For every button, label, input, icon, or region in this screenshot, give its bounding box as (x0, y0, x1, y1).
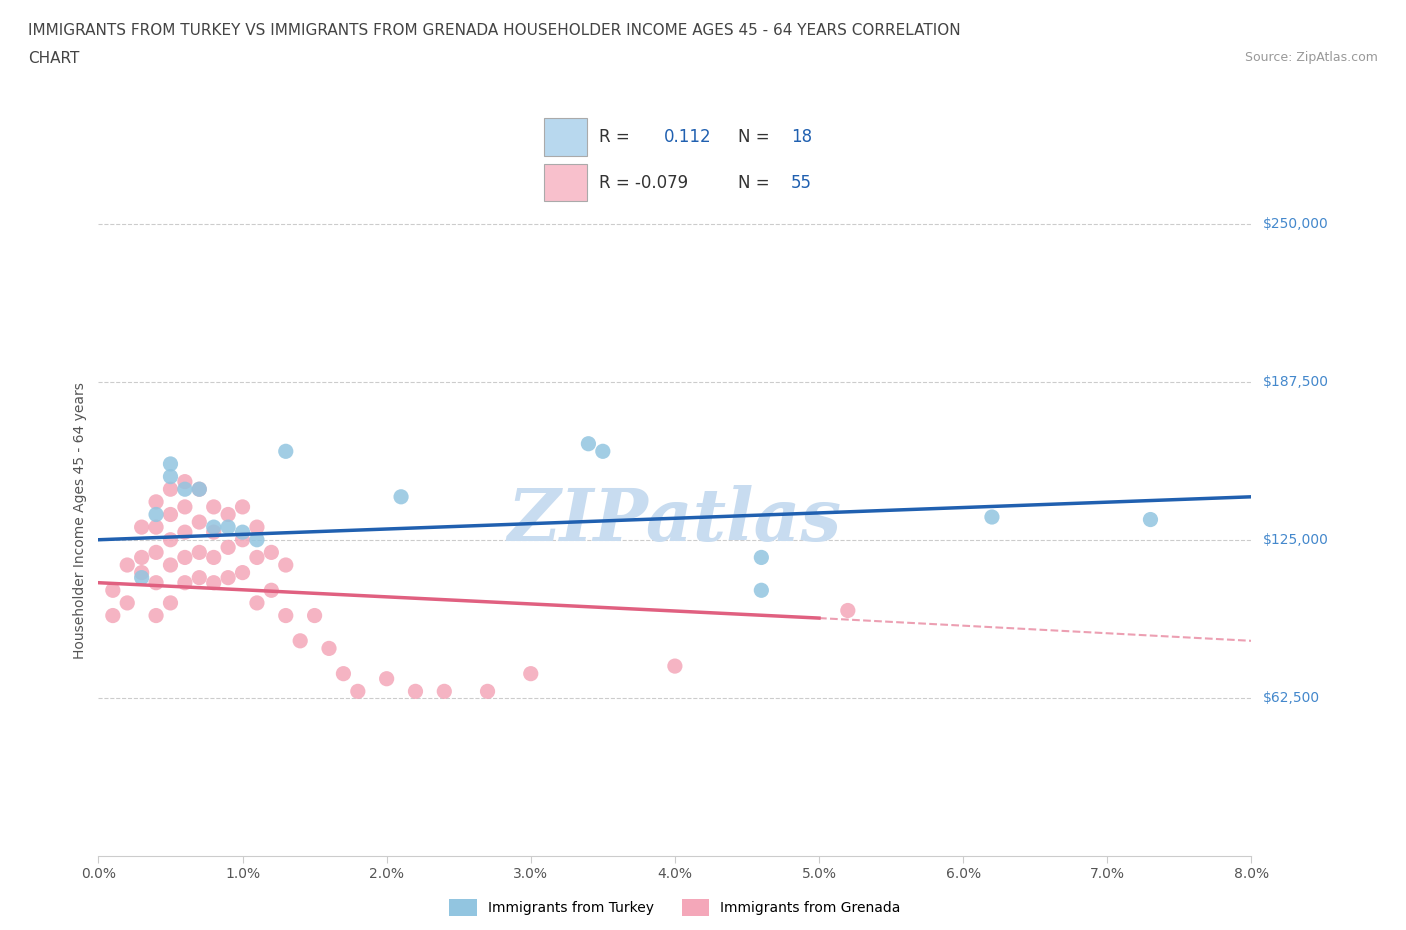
Point (231, 499, 254, 514)
Point (751, 550, 773, 565)
Point (188, 570, 211, 585)
Point (231, 525, 254, 539)
Point (131, 550, 153, 565)
Point (174, 499, 197, 514)
Point (145, 495, 167, 510)
Point (231, 565, 254, 580)
Point (159, 469, 181, 484)
Point (751, 583, 773, 598)
Point (188, 482, 211, 497)
Point (274, 558, 297, 573)
Point (145, 545, 167, 560)
Point (346, 684, 368, 698)
Point (174, 474, 197, 489)
Point (159, 457, 181, 472)
FancyBboxPatch shape (544, 118, 586, 155)
Point (217, 520, 239, 535)
Point (274, 444, 297, 458)
Point (188, 482, 211, 497)
Point (433, 684, 456, 698)
Text: IMMIGRANTS FROM TURKEY VS IMMIGRANTS FROM GRENADA HOUSEHOLDER INCOME AGES 45 - 6: IMMIGRANTS FROM TURKEY VS IMMIGRANTS FRO… (28, 23, 960, 38)
Point (318, 641, 340, 656)
Point (290, 633, 312, 648)
Text: ZIPatlas: ZIPatlas (508, 485, 842, 556)
Point (981, 510, 1004, 525)
Text: 18: 18 (792, 128, 813, 146)
Point (101, 608, 124, 623)
Point (217, 507, 239, 522)
Point (131, 565, 153, 580)
Legend: Immigrants from Turkey, Immigrants from Grenada: Immigrants from Turkey, Immigrants from … (449, 898, 901, 916)
Text: $125,000: $125,000 (1263, 533, 1329, 547)
Text: R = -0.079: R = -0.079 (599, 174, 689, 192)
Text: N =: N = (738, 174, 770, 192)
Point (664, 658, 686, 673)
Point (231, 532, 254, 547)
Point (117, 595, 138, 610)
Point (519, 666, 541, 681)
Text: R =: R = (599, 128, 630, 146)
Point (188, 545, 211, 560)
Point (131, 520, 153, 535)
Point (246, 550, 269, 565)
Point (145, 576, 167, 591)
Point (837, 603, 859, 618)
Point (375, 671, 398, 686)
Point (389, 489, 412, 504)
Point (332, 666, 354, 681)
Point (246, 520, 269, 535)
Point (1139, 512, 1161, 527)
Point (477, 684, 499, 698)
Point (202, 499, 225, 514)
Point (159, 507, 181, 522)
Point (145, 507, 167, 522)
Point (159, 482, 181, 497)
Point (246, 532, 269, 547)
Point (159, 595, 181, 610)
Y-axis label: Householder Income Ages 45 - 64 years: Householder Income Ages 45 - 64 years (73, 382, 87, 659)
Text: Source: ZipAtlas.com: Source: ZipAtlas.com (1244, 51, 1378, 64)
Text: N =: N = (738, 128, 770, 146)
Point (246, 595, 269, 610)
FancyBboxPatch shape (544, 165, 586, 202)
Text: CHART: CHART (28, 51, 80, 66)
Point (145, 520, 167, 535)
Point (304, 608, 326, 623)
Point (188, 514, 211, 529)
Point (592, 444, 614, 458)
Text: 55: 55 (792, 174, 813, 192)
Point (159, 532, 181, 547)
Point (217, 570, 239, 585)
Point (159, 558, 181, 573)
Text: $62,500: $62,500 (1263, 691, 1320, 705)
Point (202, 550, 225, 565)
Point (202, 525, 225, 539)
Point (578, 436, 600, 451)
Point (202, 576, 225, 591)
Point (174, 525, 197, 539)
Text: 0.112: 0.112 (664, 128, 711, 146)
Point (217, 540, 239, 555)
Point (260, 545, 283, 560)
Point (101, 583, 124, 598)
Point (274, 608, 297, 623)
Point (174, 482, 197, 497)
Text: $187,500: $187,500 (1263, 375, 1329, 389)
Point (145, 608, 167, 623)
Point (131, 570, 153, 585)
Point (174, 550, 197, 565)
Point (202, 520, 225, 535)
Point (174, 576, 197, 591)
Point (260, 583, 283, 598)
Point (405, 684, 427, 698)
Point (117, 558, 138, 573)
Text: $250,000: $250,000 (1263, 217, 1329, 231)
